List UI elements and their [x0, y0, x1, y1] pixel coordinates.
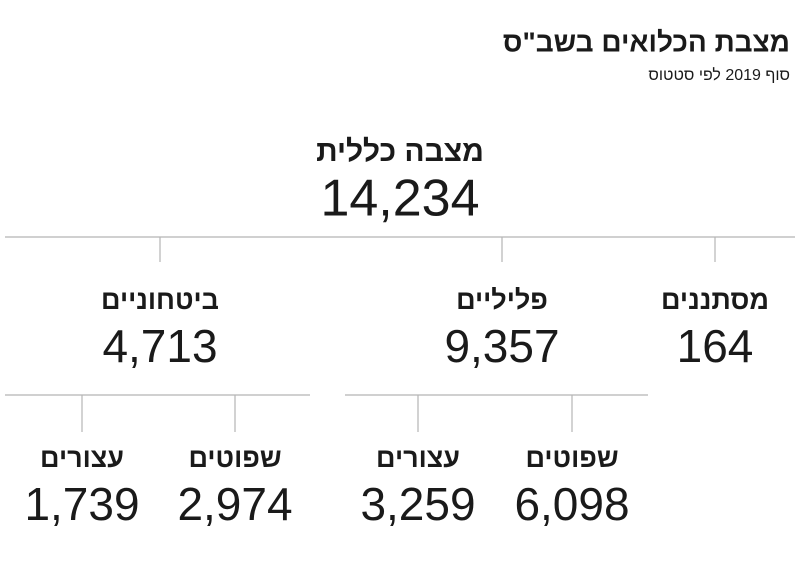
root-label: מצבה כללית: [316, 135, 484, 168]
node-value: 164: [677, 320, 754, 372]
child-value: 1,739: [24, 478, 139, 530]
child-value: 2,974: [177, 478, 292, 530]
node-label: מסתננים: [661, 285, 769, 315]
child-value: 3,259: [360, 478, 475, 530]
node-label: פליליים: [456, 285, 548, 315]
title: מצבת הכלואים בשב"ס: [503, 26, 790, 57]
child-label: עצורים: [40, 443, 124, 473]
child-label: שפוטים: [525, 443, 618, 473]
child-label: עצורים: [376, 443, 460, 473]
root-value: 14,234: [320, 170, 479, 228]
node-value: 9,357: [444, 320, 559, 372]
child-value: 6,098: [514, 478, 629, 530]
subtitle: סוף 2019 לפי סטטוס: [648, 66, 790, 84]
node-label: ביטחוניים: [101, 285, 219, 315]
node-value: 4,713: [102, 320, 217, 372]
child-label: שפוטים: [188, 443, 281, 473]
